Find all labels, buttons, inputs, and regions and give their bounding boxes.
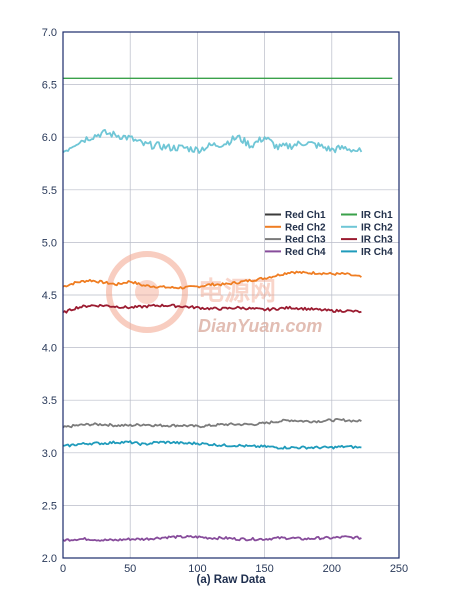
y-tick-label: 6.5 (42, 80, 57, 92)
watermark-site-text: DianYuan.com (198, 316, 322, 336)
watermark-logo-text: 电源网 (198, 277, 276, 307)
legend-label: Red Ch2 (285, 222, 326, 233)
series-layer (62, 77, 393, 542)
y-tick-label: 3.0 (42, 448, 57, 460)
series-line-ir-ch2 (62, 128, 363, 154)
watermark-logo-ring (106, 251, 188, 333)
legend-label: IR Ch1 (361, 210, 393, 221)
legend-label: Red Ch3 (285, 235, 326, 246)
series-line-ir-ch3 (62, 303, 362, 314)
x-tick-label: 200 (323, 563, 341, 575)
y-tick-label: 2.0 (42, 553, 57, 565)
series-line-red-ch2 (62, 270, 362, 290)
y-tick-label: 7.0 (42, 27, 57, 39)
legend-label: IR Ch3 (361, 235, 393, 246)
x-tick-label: 150 (255, 563, 273, 575)
x-axis-label: (a) Raw Data (196, 574, 266, 586)
series-line-red-ch3 (62, 417, 362, 429)
legend-label: Red Ch1 (285, 210, 326, 221)
legend: Red Ch1 IR Ch1 Red Ch2 IR Ch2 Red Ch3 IR Ch3 R… (265, 210, 393, 258)
x-tick-label: 50 (124, 563, 136, 575)
x-axis: 0 50 100 150 200 250 (60, 563, 408, 575)
y-tick-label: 5.0 (42, 237, 57, 249)
legend-label: IR Ch4 (361, 247, 393, 258)
x-tick-label: 0 (60, 563, 66, 575)
series-line-red-ch4 (62, 534, 362, 542)
y-tick-label: 6.0 (42, 132, 57, 144)
plot-frame (62, 31, 400, 559)
y-tick-label: 5.5 (42, 185, 57, 197)
watermark: 电源网 DianYuan.com (106, 251, 322, 336)
y-axis: 2.0 2.5 3.0 3.5 4.0 4.5 5.0 5.5 6.0 6.5 7.0 (42, 27, 57, 565)
series-line-ir-ch4 (62, 440, 362, 450)
y-tick-label: 4.0 (42, 343, 57, 355)
y-tick-label: 4.5 (42, 290, 57, 302)
x-tick-label: 250 (390, 563, 408, 575)
legend-label: Red Ch4 (285, 247, 326, 258)
y-tick-label: 2.5 (42, 500, 57, 512)
y-tick-label: 3.5 (42, 395, 57, 407)
x-tick-label: 100 (188, 563, 206, 575)
legend-label: IR Ch2 (361, 222, 393, 233)
